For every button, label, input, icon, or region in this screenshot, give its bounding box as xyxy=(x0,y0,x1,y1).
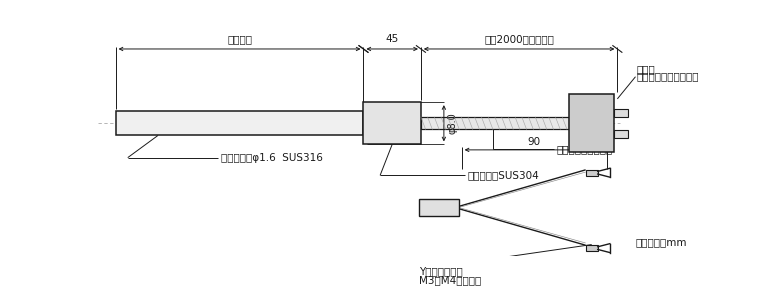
Text: ビニル被覆リード線: ビニル被覆リード線 xyxy=(557,144,613,154)
Bar xyxy=(586,170,597,176)
Text: スリーブ：SUS304: スリーブ：SUS304 xyxy=(468,170,540,180)
Bar xyxy=(615,109,628,117)
Bar xyxy=(421,117,569,130)
Text: 45: 45 xyxy=(385,34,399,44)
Bar xyxy=(420,199,459,216)
Text: Y端子・丸端子: Y端子・丸端子 xyxy=(420,266,463,276)
Text: オメガ: オメガ xyxy=(636,65,655,75)
Bar xyxy=(115,111,363,135)
Text: φ8.0: φ8.0 xyxy=(448,112,458,134)
Text: 標準単位：mm: 標準単位：mm xyxy=(636,237,687,247)
Text: 標準2000～指定寸法: 標準2000～指定寸法 xyxy=(484,34,554,44)
Text: シース部：φ1.6  SUS316: シース部：φ1.6 SUS316 xyxy=(222,153,323,163)
Bar xyxy=(615,130,628,138)
Bar xyxy=(569,94,615,152)
Text: 90: 90 xyxy=(528,137,541,147)
Bar xyxy=(586,245,597,251)
Bar xyxy=(363,102,421,144)
Text: 指定寸法: 指定寸法 xyxy=(227,34,252,44)
Text: ミニチュアコネクター: ミニチュアコネクター xyxy=(636,72,699,82)
Text: M3～M4選択可能: M3～M4選択可能 xyxy=(420,275,481,285)
